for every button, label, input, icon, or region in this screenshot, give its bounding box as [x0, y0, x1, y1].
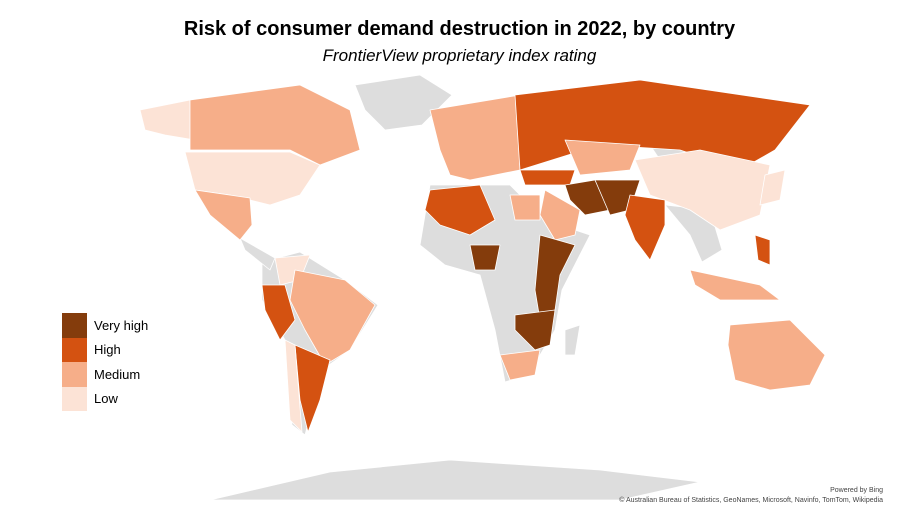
region-central-america [239, 237, 276, 271]
region-canada [189, 84, 361, 166]
region-east-africa [534, 234, 576, 321]
region-peru [261, 284, 296, 341]
region-china [634, 149, 771, 231]
region-zambia-mozambique [514, 309, 556, 351]
region-europe [429, 94, 521, 181]
map-subtitle: FrontierView proprietary index rating [322, 46, 597, 65]
legend-label: Low [94, 391, 118, 407]
region-australia [727, 319, 826, 391]
region-madagascar [564, 324, 581, 356]
legend: Very high High Medium Low [62, 313, 148, 411]
region-alaska [139, 99, 196, 141]
region-antarctica [209, 459, 701, 501]
map-sources: © Australian Bureau of Statistics, GeoNa… [619, 497, 883, 504]
legend-swatch [62, 337, 87, 362]
legend-swatch [62, 386, 87, 411]
legend-item-low: Low [62, 386, 148, 411]
region-argentina [294, 344, 331, 433]
region-brazil [289, 269, 376, 366]
region-philippines [754, 234, 771, 266]
region-saudi-arabia [539, 189, 581, 241]
region-mexico [194, 189, 253, 241]
region-chile [284, 339, 303, 433]
legend-label: Medium [94, 366, 141, 382]
powered-by-bing: Powered by Bing [830, 487, 883, 494]
region-india [624, 194, 666, 261]
map-title: Risk of consumer demand destruction in 2… [183, 18, 736, 40]
legend-item-high: High [62, 337, 148, 362]
region-japan [759, 169, 786, 206]
region-south-africa [499, 349, 541, 381]
region-indonesia [689, 269, 781, 301]
legend-item-very-high: Very high [62, 313, 148, 338]
legend-label: High [94, 342, 121, 358]
legend-item-medium: Medium [62, 362, 148, 387]
legend-label: Very high [94, 317, 149, 333]
region-kazakhstan [564, 139, 641, 176]
region-nigeria [469, 244, 501, 271]
region-morocco-algeria [424, 184, 496, 236]
legend-swatch [62, 313, 87, 338]
region-egypt [509, 194, 541, 221]
region-turkey [519, 169, 576, 186]
legend-swatch [62, 362, 87, 387]
region-greenland [354, 74, 453, 131]
attribution: Powered by Bing © Australian Bureau of S… [619, 486, 883, 506]
